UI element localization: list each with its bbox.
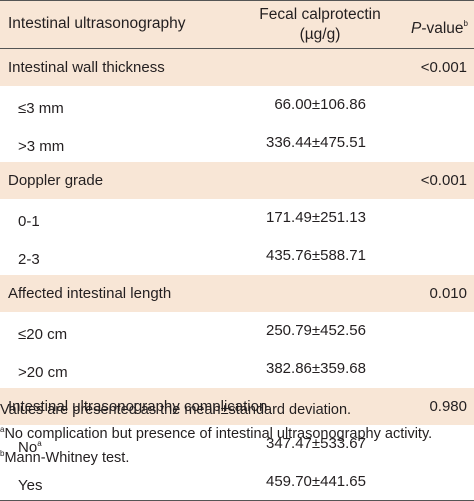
p-value-cell: 0.980: [429, 398, 467, 415]
row-label: Noa: [18, 435, 42, 457]
row-label: >3 mm: [18, 134, 64, 156]
calprotectin-value: 459.70±441.65: [266, 473, 366, 490]
header-p-suffix: -value: [421, 20, 464, 37]
row-label-text: >20 cm: [18, 364, 68, 381]
footnotes: Values are presented as the mean±standar…: [0, 396, 474, 468]
header-fecal-unit: (µg/g): [299, 26, 341, 43]
table-row: Noa 347.47±533.67: [0, 425, 474, 463]
row-label-text: Yes: [18, 477, 43, 494]
header-fecal-calprotectin: Fecal calprotectin (µg/g): [245, 5, 395, 45]
footnote: Values are presented as the mean±standar…: [0, 396, 474, 420]
p-value-cell: <0.001: [420, 172, 467, 189]
footnote-text: Values are presented as the mean±standar…: [0, 402, 352, 418]
header-p-letter: P: [410, 20, 422, 37]
row-label-text: 2-3: [18, 251, 40, 268]
group-row: Affected intestinal length 0.010: [0, 275, 474, 312]
header-ultrasonography: Intestinal ultrasonography: [8, 15, 186, 32]
row-footnote-mark: a: [37, 439, 42, 448]
p-value-cell: 0.010: [429, 285, 467, 302]
calprotectin-value: 250.79±452.56: [266, 322, 366, 339]
table-row: >20 cm 382.86±359.68: [0, 350, 474, 388]
group-label: Intestinal ultrasonography complication: [8, 398, 268, 415]
header-p-footnote-mark: b: [463, 19, 468, 28]
header-fecal-line1: Fecal calprotectin: [259, 6, 381, 23]
p-value-cell: <0.001: [420, 59, 467, 76]
table-row: ≤3 mm 66.00±106.86: [0, 86, 474, 124]
calprotectin-value: 66.00±106.86: [274, 96, 366, 113]
calprotectin-value: 382.86±359.68: [266, 360, 366, 377]
row-label-text: ≤20 cm: [18, 326, 68, 343]
footnote-text: No complication but presence of intestin…: [4, 426, 433, 442]
calprotectin-value: 435.76±588.71: [266, 247, 366, 264]
row-label: 0-1: [18, 209, 40, 231]
row-label: >20 cm: [18, 360, 68, 382]
footnote: bMann-Whitney test.: [0, 444, 474, 468]
table-row: ≤20 cm 250.79±452.56: [0, 312, 474, 350]
group-row: Intestinal wall thickness <0.001: [0, 49, 474, 86]
table-header: Intestinal ultrasonography Fecal calprot…: [0, 0, 474, 49]
table-row: >3 mm 336.44±475.51: [0, 124, 474, 162]
group-label: Affected intestinal length: [8, 285, 172, 302]
calprotectin-value: 171.49±251.13: [266, 209, 366, 226]
group-row: Doppler grade <0.001: [0, 162, 474, 199]
row-label-text: >3 mm: [18, 138, 65, 155]
footnote-text: Mann-Whitney test.: [4, 450, 130, 466]
calprotectin-value: 347.47±533.67: [266, 435, 366, 452]
row-label-text: 0-1: [18, 213, 40, 230]
table-row: 2-3 435.76±588.71: [0, 237, 474, 275]
footnote: aNo complication but presence of intesti…: [0, 420, 474, 444]
group-label: Doppler grade: [8, 172, 104, 189]
row-label-text: No: [18, 439, 38, 456]
row-label: Yes: [18, 473, 42, 495]
table-row: 0-1 171.49±251.13: [0, 199, 474, 237]
row-label: ≤3 mm: [18, 96, 64, 118]
row-label-text: ≤3 mm: [18, 100, 64, 117]
table-row: Yes 459.70±441.65: [0, 463, 474, 501]
row-label: 2-3: [18, 247, 40, 269]
group-label: Intestinal wall thickness: [8, 59, 165, 76]
footnote-mark: b: [0, 449, 5, 458]
footnote-mark: a: [0, 425, 5, 434]
row-label: ≤20 cm: [18, 322, 67, 344]
group-row: Intestinal ultrasonography complication 0…: [0, 388, 474, 425]
calprotectin-value: 336.44±475.51: [266, 134, 366, 151]
header-p-value: P-valueb: [411, 15, 468, 38]
